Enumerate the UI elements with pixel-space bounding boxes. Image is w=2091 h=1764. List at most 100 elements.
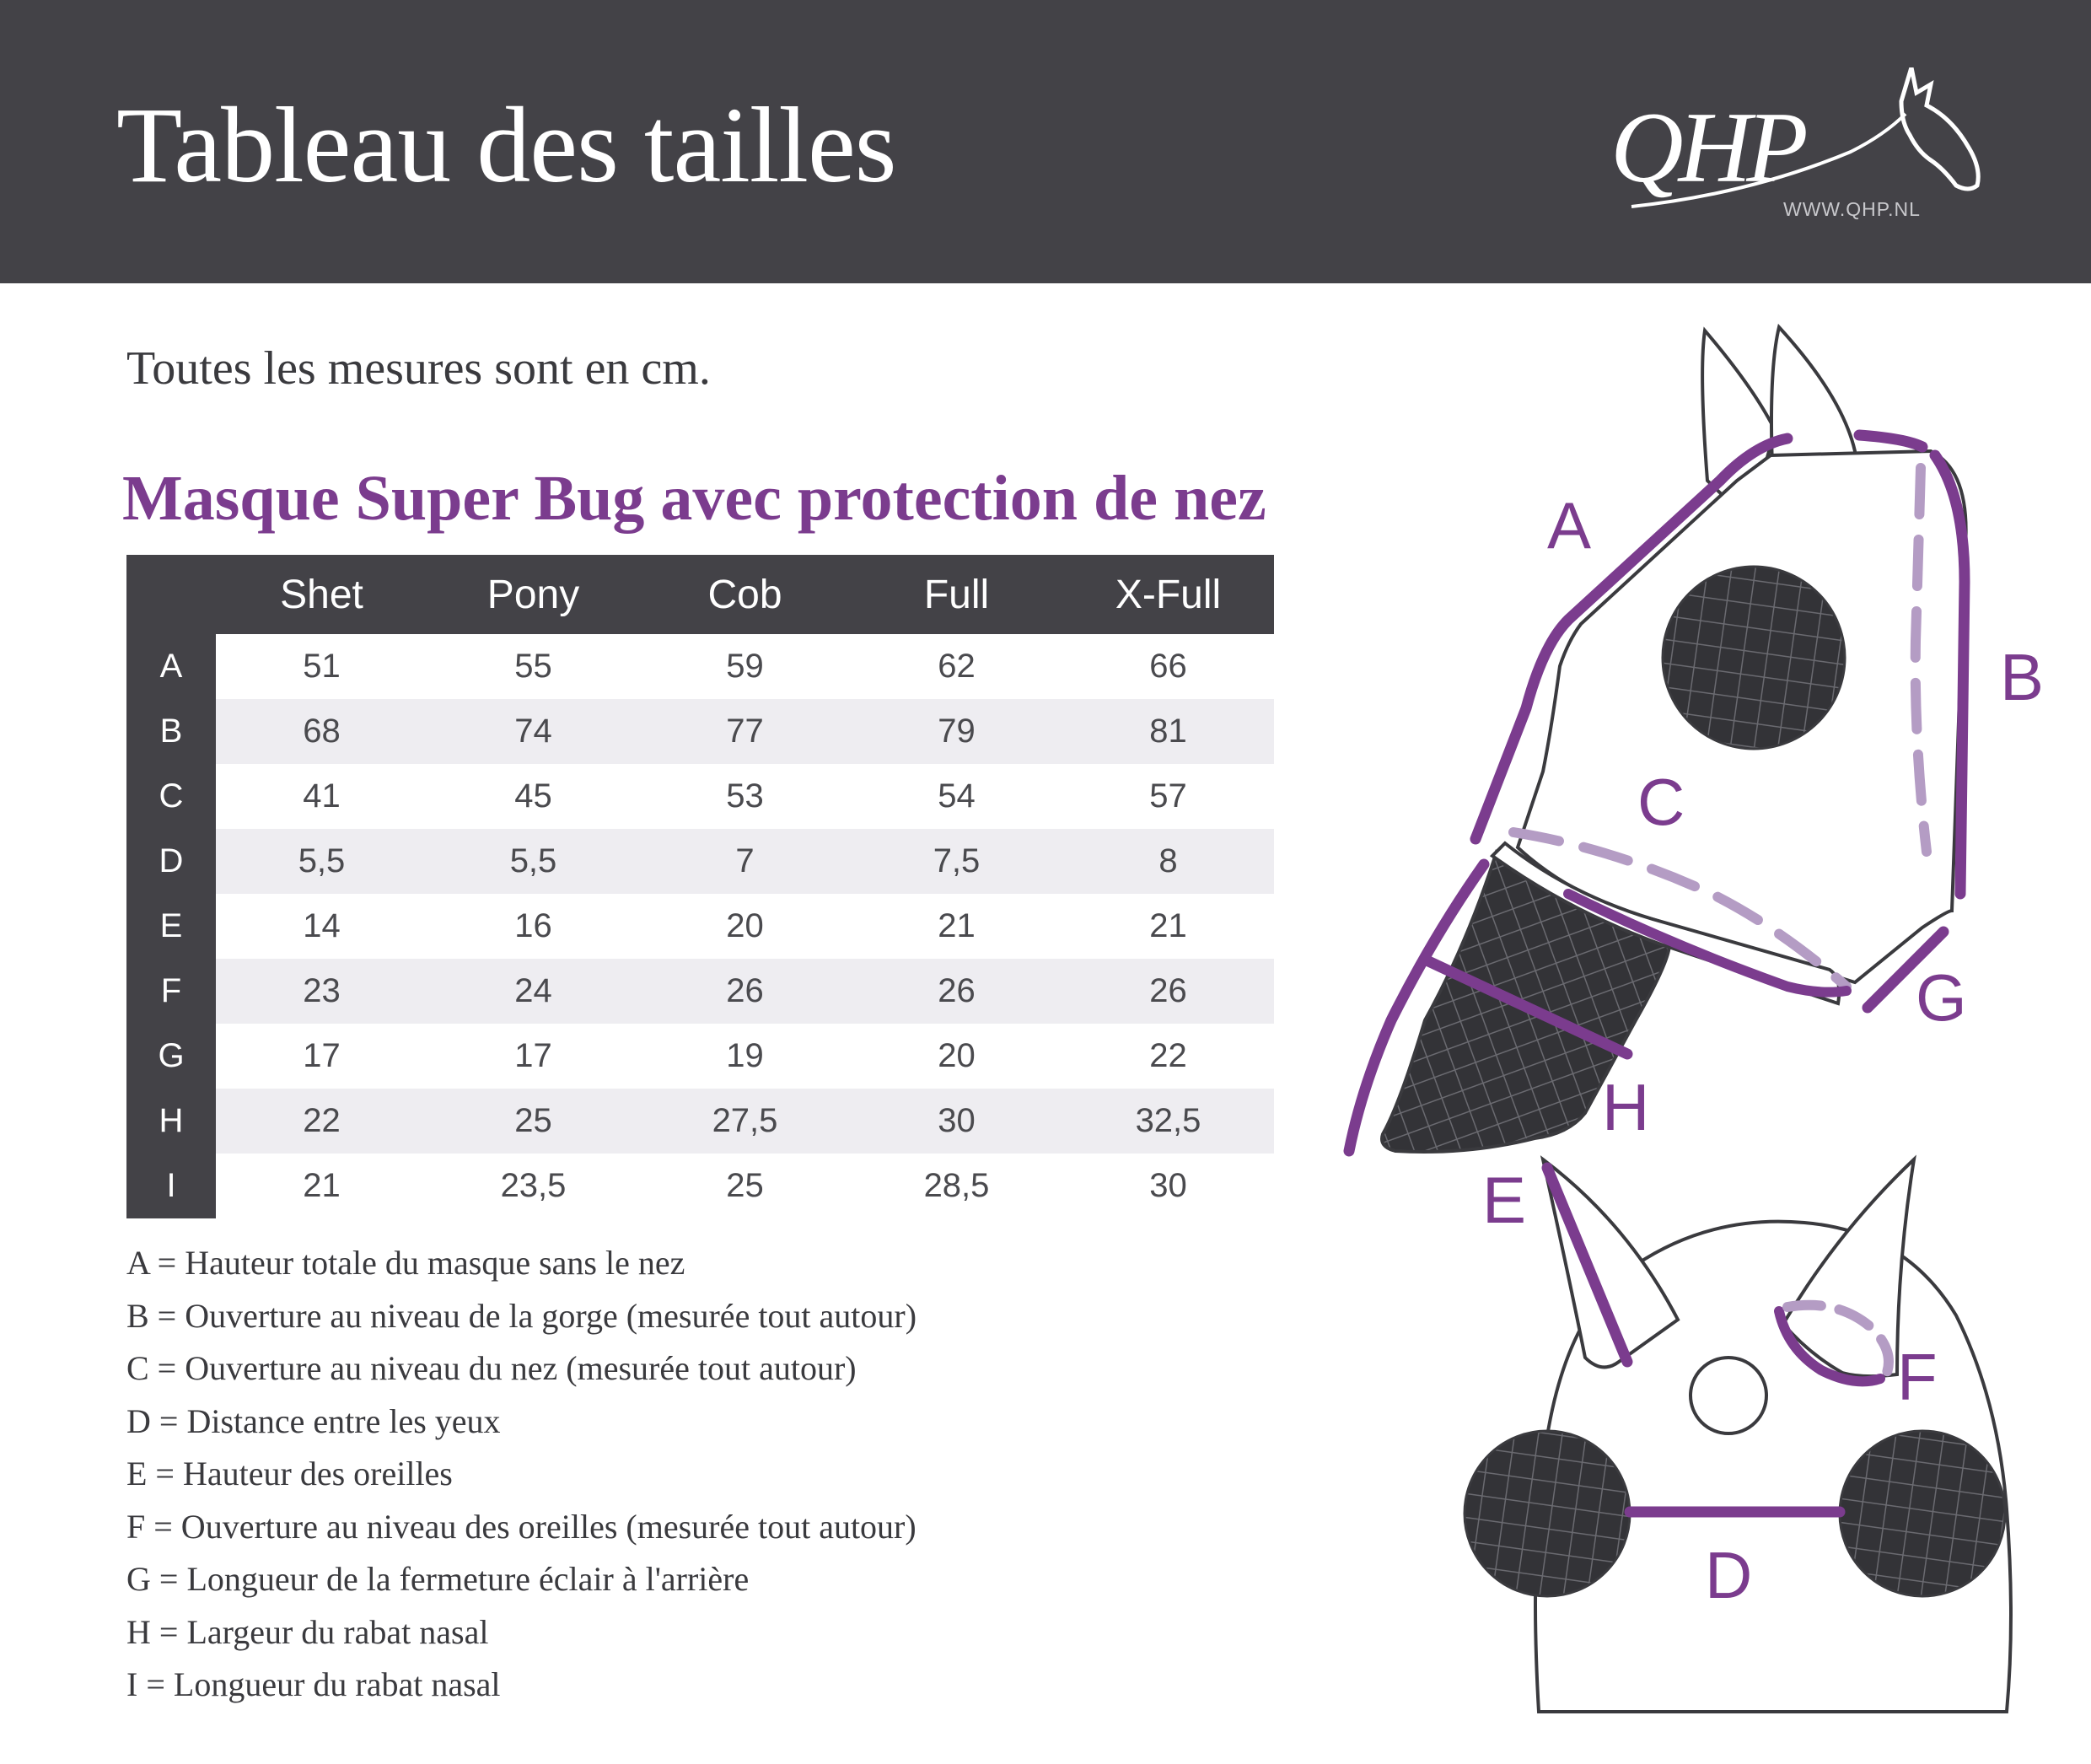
- diagram-label-c: C: [1637, 765, 1685, 839]
- table-cell: 27,5: [639, 1089, 851, 1154]
- column-header-x-full: X-Full: [1062, 555, 1274, 634]
- table-cell: 41: [216, 764, 427, 829]
- side-view-mask: [1343, 323, 1970, 1157]
- table-cell: 16: [427, 894, 639, 959]
- column-header-cob: Cob: [639, 555, 851, 634]
- table-cell: 79: [851, 699, 1062, 764]
- table-cell: 55: [427, 634, 639, 699]
- table-cell: 26: [851, 959, 1062, 1024]
- table-cell: 7: [639, 829, 851, 894]
- product-title: Masque Super Bug avec protection de nez: [122, 463, 1266, 534]
- table-cell: 57: [1062, 764, 1274, 829]
- legend-item-g: G = Longueur de la fermeture éclair à l'…: [126, 1560, 750, 1598]
- front-eye-left-mesh-icon: [1463, 1429, 1631, 1598]
- table-cell: 17: [216, 1024, 427, 1089]
- table-cell: 45: [427, 764, 639, 829]
- row-label: D: [126, 829, 216, 894]
- measure-line-g: [1862, 926, 1949, 1014]
- legend-item-f: F = Ouverture au niveau des oreilles (me…: [126, 1507, 916, 1546]
- legend-item-h: H = Largeur du rabat nasal: [126, 1612, 489, 1651]
- units-note: Toutes les mesures sont en cm.: [126, 342, 711, 395]
- table-cell: 51: [216, 634, 427, 699]
- table-cell: 30: [1062, 1154, 1274, 1218]
- table-row: B 68 74 77 79 81: [126, 699, 1274, 764]
- table-cell: 25: [427, 1089, 639, 1154]
- table-cell: 54: [851, 764, 1062, 829]
- legend-item-b: B = Ouverture au niveau de la gorge (mes…: [126, 1296, 917, 1335]
- row-label: B: [126, 699, 216, 764]
- table-cell: 21: [1062, 894, 1274, 959]
- front-ear-left-outline: [1540, 1155, 1680, 1369]
- table-cell: 19: [639, 1024, 851, 1089]
- legend-item-e: E = Hauteur des oreilles: [126, 1455, 453, 1492]
- measure-line-f: [1774, 1306, 1885, 1387]
- table-cell: 66: [1062, 634, 1274, 699]
- measure-line-e: [1541, 1162, 1633, 1368]
- diagram-label-h: H: [1602, 1070, 1649, 1144]
- diagram-label-f: F: [1897, 1340, 1938, 1414]
- table-cell: 20: [639, 894, 851, 959]
- measurement-legend: A = Hauteur totale du masque sans le nez…: [126, 1241, 916, 1716]
- table-row: C 41 45 53 54 57: [126, 764, 1274, 829]
- table-cell: 77: [639, 699, 851, 764]
- table-row: A 51 55 59 62 66: [126, 634, 1274, 699]
- column-header-shet: Shet: [216, 555, 427, 634]
- measure-line-b-dashed: [1910, 463, 1932, 857]
- eye-mesh-icon: [1661, 565, 1846, 750]
- table-cell: 23: [216, 959, 427, 1024]
- front-ear-right-outline: [1781, 1154, 1916, 1379]
- page-title: Tableau des tailles: [116, 85, 897, 205]
- table-cell: 14: [216, 894, 427, 959]
- row-label: F: [126, 959, 216, 1024]
- measure-line-h: [1419, 954, 1633, 1060]
- row-label: C: [126, 764, 216, 829]
- table-cell: 30: [851, 1089, 1062, 1154]
- horse-head-logo-icon: [1631, 67, 1981, 208]
- table-cell: 62: [851, 634, 1062, 699]
- table-cell: 7,5: [851, 829, 1062, 894]
- table-cell: 22: [216, 1089, 427, 1154]
- table-cell: 24: [427, 959, 639, 1024]
- legend-item-a: A = Hauteur totale du masque sans le nez: [126, 1244, 685, 1282]
- row-label: E: [126, 894, 216, 959]
- table-cell: 25: [639, 1154, 851, 1218]
- diagram-label-d: D: [1705, 1538, 1752, 1612]
- measure-line-b: [1929, 449, 1970, 900]
- table-cell: 59: [639, 634, 851, 699]
- column-header-full: Full: [851, 555, 1062, 634]
- table-row: E 14 16 20 21 21: [126, 894, 1274, 959]
- table-cell: 17: [427, 1024, 639, 1089]
- fly-mask-diagram: A B C I G H E F D: [1343, 323, 2044, 1713]
- table-cell: 68: [216, 699, 427, 764]
- table-corner: [126, 555, 216, 634]
- logo-url: WWW.QHP.NL: [1783, 198, 1921, 220]
- table-header-row: Shet Pony Cob Full X-Full: [126, 555, 1274, 634]
- table-row: G 17 17 19 20 22: [126, 1024, 1274, 1089]
- table-cell: 21: [216, 1154, 427, 1218]
- table-row: F 23 24 26 26 26: [126, 959, 1274, 1024]
- table-cell: 32,5: [1062, 1089, 1274, 1154]
- table-cell: 81: [1062, 699, 1274, 764]
- measure-line-i: [1343, 858, 1490, 1157]
- table-cell: 20: [851, 1024, 1062, 1089]
- measure-line-c-dashed: [1508, 827, 1852, 992]
- table-cell: 8: [1062, 829, 1274, 894]
- diagram-label-g: G: [1916, 960, 1967, 1035]
- table-row: I 21 23,5 25 28,5 30: [126, 1154, 1274, 1218]
- row-label: I: [126, 1154, 216, 1218]
- row-label: G: [126, 1024, 216, 1089]
- legend-item-d: D = Distance entre les yeux: [126, 1401, 501, 1440]
- table-row: D 5,5 5,5 7 7,5 8: [126, 829, 1274, 894]
- forehead-circle-icon: [1689, 1356, 1768, 1435]
- measure-line-top: [1853, 429, 1928, 453]
- table-cell: 74: [427, 699, 639, 764]
- legend-item-i: I = Longueur du rabat nasal: [126, 1665, 501, 1703]
- table-cell: 28,5: [851, 1154, 1062, 1218]
- row-label: A: [126, 634, 216, 699]
- size-table: Shet Pony Cob Full X-Full A 51 55 59 62 …: [126, 555, 1274, 1218]
- measure-line-a: [1470, 433, 1793, 845]
- diagram-label-b: B: [2000, 640, 2044, 714]
- diagram-label-e: E: [1482, 1163, 1526, 1237]
- front-eye-right-mesh-icon: [1838, 1429, 2007, 1598]
- legend-item-c: C = Ouverture au niveau du nez (mesurée …: [126, 1349, 857, 1387]
